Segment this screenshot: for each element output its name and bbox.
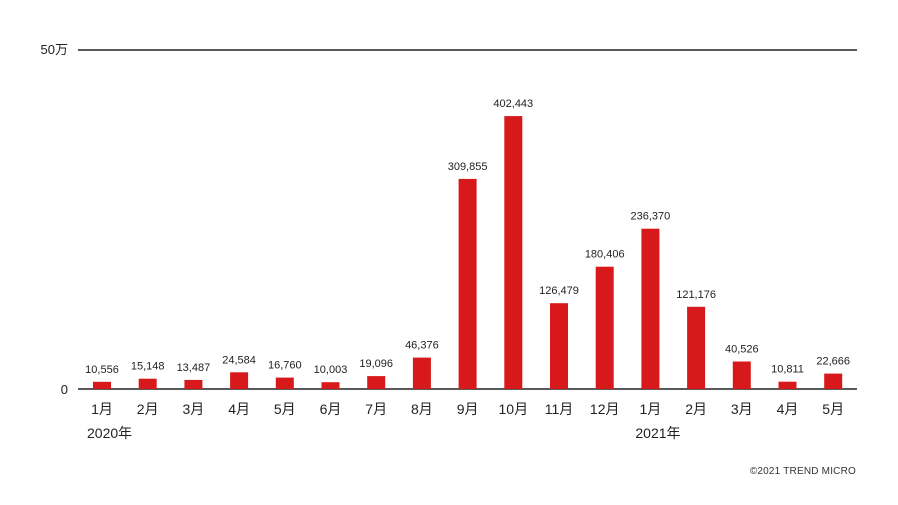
value-label-8: 46,376 <box>405 340 439 352</box>
bar-9 <box>458 178 477 389</box>
value-label-10: 402,443 <box>493 98 533 110</box>
bar-5 <box>275 377 294 389</box>
bar-17 <box>824 373 843 389</box>
value-label-12: 180,406 <box>585 249 625 261</box>
x-tick-label-10: 10月 <box>499 401 529 417</box>
x-tick-label-8: 8月 <box>411 401 433 417</box>
bar-6 <box>321 382 340 389</box>
bar-1 <box>93 381 111 389</box>
x-tick-label-2: 2月 <box>137 401 159 417</box>
bar-3 <box>184 379 203 389</box>
value-label-13: 236,370 <box>631 211 671 223</box>
x-tick-label-5: 5月 <box>274 401 296 417</box>
value-label-4: 24,584 <box>222 354 256 366</box>
x-tick-label-15: 3月 <box>731 401 753 417</box>
year-label-1: 2020年 <box>87 425 132 441</box>
y-zero-label: 0 <box>61 382 68 397</box>
x-tick-label-6: 6月 <box>320 401 342 417</box>
x-tick-label-9: 9月 <box>457 401 479 417</box>
value-label-6: 10,003 <box>314 364 348 376</box>
value-label-2: 15,148 <box>131 361 165 373</box>
x-tick-label-4: 4月 <box>228 401 250 417</box>
value-label-16: 10,811 <box>771 364 804 376</box>
value-label-1: 10,556 <box>85 364 119 376</box>
year-label-2: 2021年 <box>635 425 680 441</box>
bar-12 <box>595 266 614 389</box>
bar-7 <box>367 376 386 389</box>
y-max-label: 50万 <box>41 42 68 57</box>
bar-11 <box>550 303 568 389</box>
x-tick-label-16: 4月 <box>777 401 799 417</box>
x-tick-label-17: 5月 <box>822 401 844 417</box>
value-label-3: 13,487 <box>177 362 211 374</box>
bars-group <box>93 116 843 389</box>
x-tick-label-1: 1月 <box>91 401 113 417</box>
x-tick-label-13: 1月 <box>640 401 662 417</box>
bar-14 <box>687 306 706 389</box>
value-label-7: 19,096 <box>359 358 393 370</box>
x-tick-label-12: 12月 <box>590 401 620 417</box>
bar-16 <box>778 381 797 389</box>
bar-2 <box>138 378 157 389</box>
x-tick-label-7: 7月 <box>365 401 387 417</box>
value-label-15: 40,526 <box>725 344 759 356</box>
copyright-text: ©2021 TREND MICRO <box>749 466 856 477</box>
value-label-9: 309,855 <box>448 161 488 173</box>
x-tick-label-14: 2月 <box>685 401 707 417</box>
x-tick-label-11: 11月 <box>545 401 574 417</box>
value-label-17: 22,666 <box>816 356 850 368</box>
value-label-5: 16,760 <box>268 360 302 372</box>
value-label-14: 121,176 <box>676 289 716 301</box>
x-tick-label-3: 3月 <box>183 401 205 417</box>
bar-8 <box>412 357 431 389</box>
value-label-11: 126,479 <box>539 285 579 297</box>
labels-group: 10,556 1月 15,148 2月 13,487 3月 24,584 4月 16,760 5月… <box>85 98 850 441</box>
bar-4 <box>230 372 249 389</box>
bar-15 <box>732 361 751 389</box>
bar-10 <box>504 116 523 389</box>
bar-13 <box>641 228 660 389</box>
